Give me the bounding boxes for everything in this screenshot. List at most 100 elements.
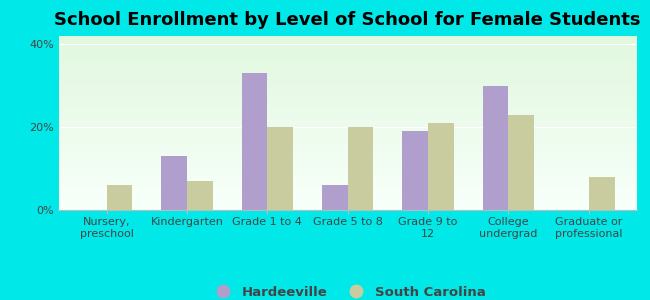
Bar [58, 105, 637, 106]
Bar [58, 191, 637, 192]
Bar [58, 86, 637, 87]
Bar [58, 138, 637, 139]
Bar [402, 131, 428, 210]
Bar [58, 69, 637, 70]
Bar [58, 56, 637, 57]
Bar [58, 173, 637, 174]
Bar [58, 108, 637, 109]
Bar [58, 203, 637, 204]
Bar [58, 171, 637, 172]
Bar [58, 167, 637, 168]
Bar [58, 52, 637, 53]
Bar [58, 147, 637, 148]
Bar [58, 135, 637, 136]
Bar [58, 68, 637, 69]
Bar [58, 92, 637, 93]
Bar [58, 49, 637, 50]
Bar [58, 172, 637, 173]
Bar [58, 98, 637, 99]
Bar [58, 169, 637, 170]
Bar [58, 43, 637, 44]
Bar [58, 36, 637, 37]
Bar [58, 85, 637, 86]
Bar [58, 151, 637, 152]
Bar [267, 127, 293, 210]
Bar [58, 37, 637, 38]
Bar [58, 170, 637, 171]
Bar [58, 139, 637, 140]
Bar [58, 194, 637, 195]
Bar [58, 64, 637, 65]
Bar [58, 202, 637, 203]
Bar [58, 136, 637, 137]
Bar [58, 101, 637, 102]
Bar [58, 38, 637, 39]
Bar [58, 76, 637, 77]
Bar [58, 153, 637, 154]
Bar [58, 165, 637, 166]
Bar [58, 83, 637, 84]
Bar [58, 81, 637, 82]
Bar [58, 150, 637, 151]
Bar [58, 164, 637, 165]
Bar [58, 50, 637, 51]
Bar [58, 185, 637, 186]
Bar [58, 190, 637, 191]
Bar [58, 186, 637, 187]
Bar [58, 146, 637, 147]
Bar [58, 130, 637, 131]
Bar [58, 44, 637, 45]
Bar [58, 157, 637, 158]
Bar [428, 123, 454, 210]
Bar [58, 158, 637, 159]
Bar [58, 148, 637, 149]
Bar [58, 53, 637, 54]
Bar [58, 90, 637, 91]
Bar [58, 107, 637, 108]
Bar [322, 185, 348, 210]
Bar [58, 118, 637, 119]
Bar [58, 206, 637, 207]
Bar [58, 127, 637, 128]
Bar [508, 115, 534, 210]
Bar [58, 39, 637, 40]
Bar [58, 176, 637, 177]
Bar [58, 128, 637, 129]
Bar [58, 198, 637, 199]
Bar [58, 205, 637, 206]
Bar [58, 91, 637, 92]
Bar [58, 61, 637, 62]
Bar [58, 121, 637, 122]
Bar [58, 67, 637, 68]
Bar [58, 84, 637, 85]
Bar [58, 184, 637, 185]
Bar [58, 195, 637, 196]
Bar [58, 182, 637, 183]
Bar [58, 88, 637, 89]
Bar [58, 201, 637, 202]
Bar [58, 181, 637, 182]
Bar [58, 149, 637, 150]
Legend: Hardeeville, South Carolina: Hardeeville, South Carolina [205, 281, 491, 300]
Bar [58, 113, 637, 114]
Bar [58, 58, 637, 59]
Bar [58, 111, 637, 112]
Bar [58, 93, 637, 94]
Bar [58, 179, 637, 180]
Bar [58, 70, 637, 71]
Bar [58, 99, 637, 100]
Bar [58, 152, 637, 153]
Bar [58, 156, 637, 157]
Bar [58, 106, 637, 107]
Bar [58, 183, 637, 184]
Bar [58, 51, 637, 52]
Bar [58, 160, 637, 161]
Bar [589, 177, 614, 210]
Bar [58, 96, 637, 97]
Bar [58, 100, 637, 101]
Bar [58, 75, 637, 76]
Bar [483, 86, 508, 210]
Bar [58, 189, 637, 190]
Bar [58, 166, 637, 167]
Bar [58, 131, 637, 132]
